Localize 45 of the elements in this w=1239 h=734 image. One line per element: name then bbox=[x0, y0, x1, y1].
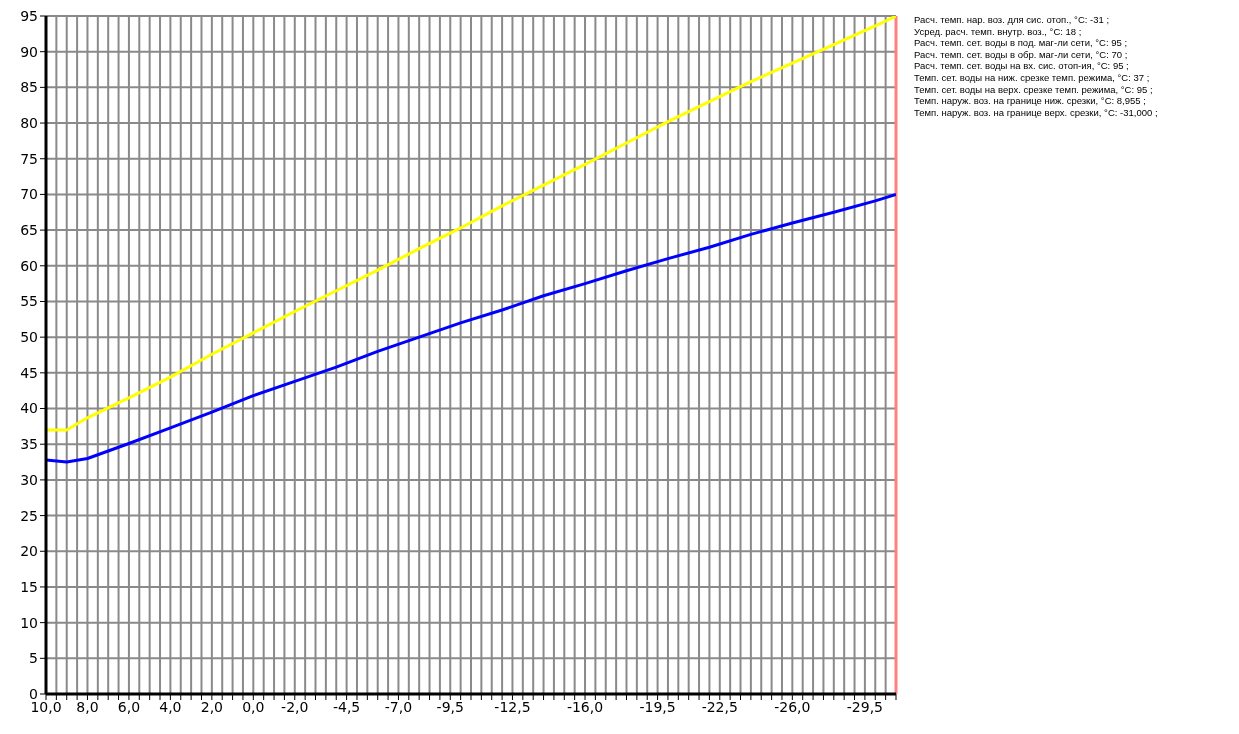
text: Расч. темп. сет. воды в обр. маг-ли сети, °C: 70 ; bbox=[914, 48, 1129, 61]
x-tick-label: 4,0 bbox=[159, 698, 182, 715]
y-tick-label: 45 bbox=[20, 364, 38, 381]
x-tick-label: -22,5 bbox=[701, 698, 738, 715]
line-series bbox=[46, 16, 896, 432]
y-tick-label: 40 bbox=[20, 400, 38, 417]
x-tick-label: -19,5 bbox=[639, 698, 676, 715]
x-tick-label: 8,0 bbox=[76, 698, 99, 715]
line-series bbox=[46, 192, 896, 464]
x-tick-label: -16,0 bbox=[566, 698, 604, 715]
y-tick-label: 50 bbox=[20, 329, 38, 346]
y-tick-label: 25 bbox=[20, 507, 38, 524]
text: Расч. темп. нар. воз. для сис. отоп., °C: -31 ; bbox=[914, 14, 1111, 26]
y-tick-label: 65 bbox=[20, 222, 38, 239]
y-tick-label: 5 bbox=[29, 650, 38, 667]
text: Темп. наруж. воз. на границе ниж. срезки, °C: 8,955 ; bbox=[914, 95, 1147, 107]
x-tick-label: 6,0 bbox=[117, 698, 141, 715]
y-tick-label: 75 bbox=[20, 150, 38, 167]
y-tick-label: 60 bbox=[20, 257, 38, 274]
y-tick-label: 85 bbox=[20, 79, 38, 96]
x-tick-label: -9,5 bbox=[436, 698, 464, 715]
y-tick-label: 20 bbox=[20, 543, 38, 560]
x-tick-label: 0,0 bbox=[242, 698, 265, 715]
y-tick-label: 10 bbox=[20, 614, 38, 631]
x-tick-label: -2,0 bbox=[281, 698, 309, 715]
text: Усред. расч. темп. внутр. воз., °C: 18 ; bbox=[914, 25, 1083, 38]
x-tick-label: -7,0 bbox=[384, 698, 413, 715]
x-tick-label: -26,0 bbox=[774, 698, 811, 715]
text: Темп. сет. воды на верх. срезке темп. режима, °C: 95 ; bbox=[914, 83, 1154, 96]
y-tick-label: 80 bbox=[20, 115, 38, 132]
y-tick-label: 55 bbox=[20, 293, 38, 310]
y-tick-label: 15 bbox=[20, 578, 38, 595]
y-tick-label: 70 bbox=[20, 186, 38, 203]
x-tick-label: -12,5 bbox=[494, 698, 531, 715]
text: Расч. темп. сет. воды в под. маг-ли сети, °C: 95 ; bbox=[914, 37, 1129, 49]
y-tick-label: 30 bbox=[20, 471, 38, 488]
text: Темп. наруж. воз. на границе верх. срезки, °C: -31,000 ; bbox=[914, 106, 1158, 119]
x-tick-label: 2,0 bbox=[200, 698, 223, 715]
x-tick-label: -4,5 bbox=[332, 698, 361, 715]
text: Расч. темп. сет. воды на вх. сис. отоп-ия, °C: 95 ; bbox=[914, 60, 1130, 72]
x-tick-label: -29,5 bbox=[846, 698, 884, 715]
y-tick-label: 35 bbox=[20, 436, 38, 453]
y-tick-label: 90 bbox=[20, 43, 38, 60]
y-tick-label: 95 bbox=[20, 7, 38, 24]
text: Темп. сет. воды на ниж. срезке темп. режима, °C: 37 ; bbox=[914, 71, 1151, 84]
